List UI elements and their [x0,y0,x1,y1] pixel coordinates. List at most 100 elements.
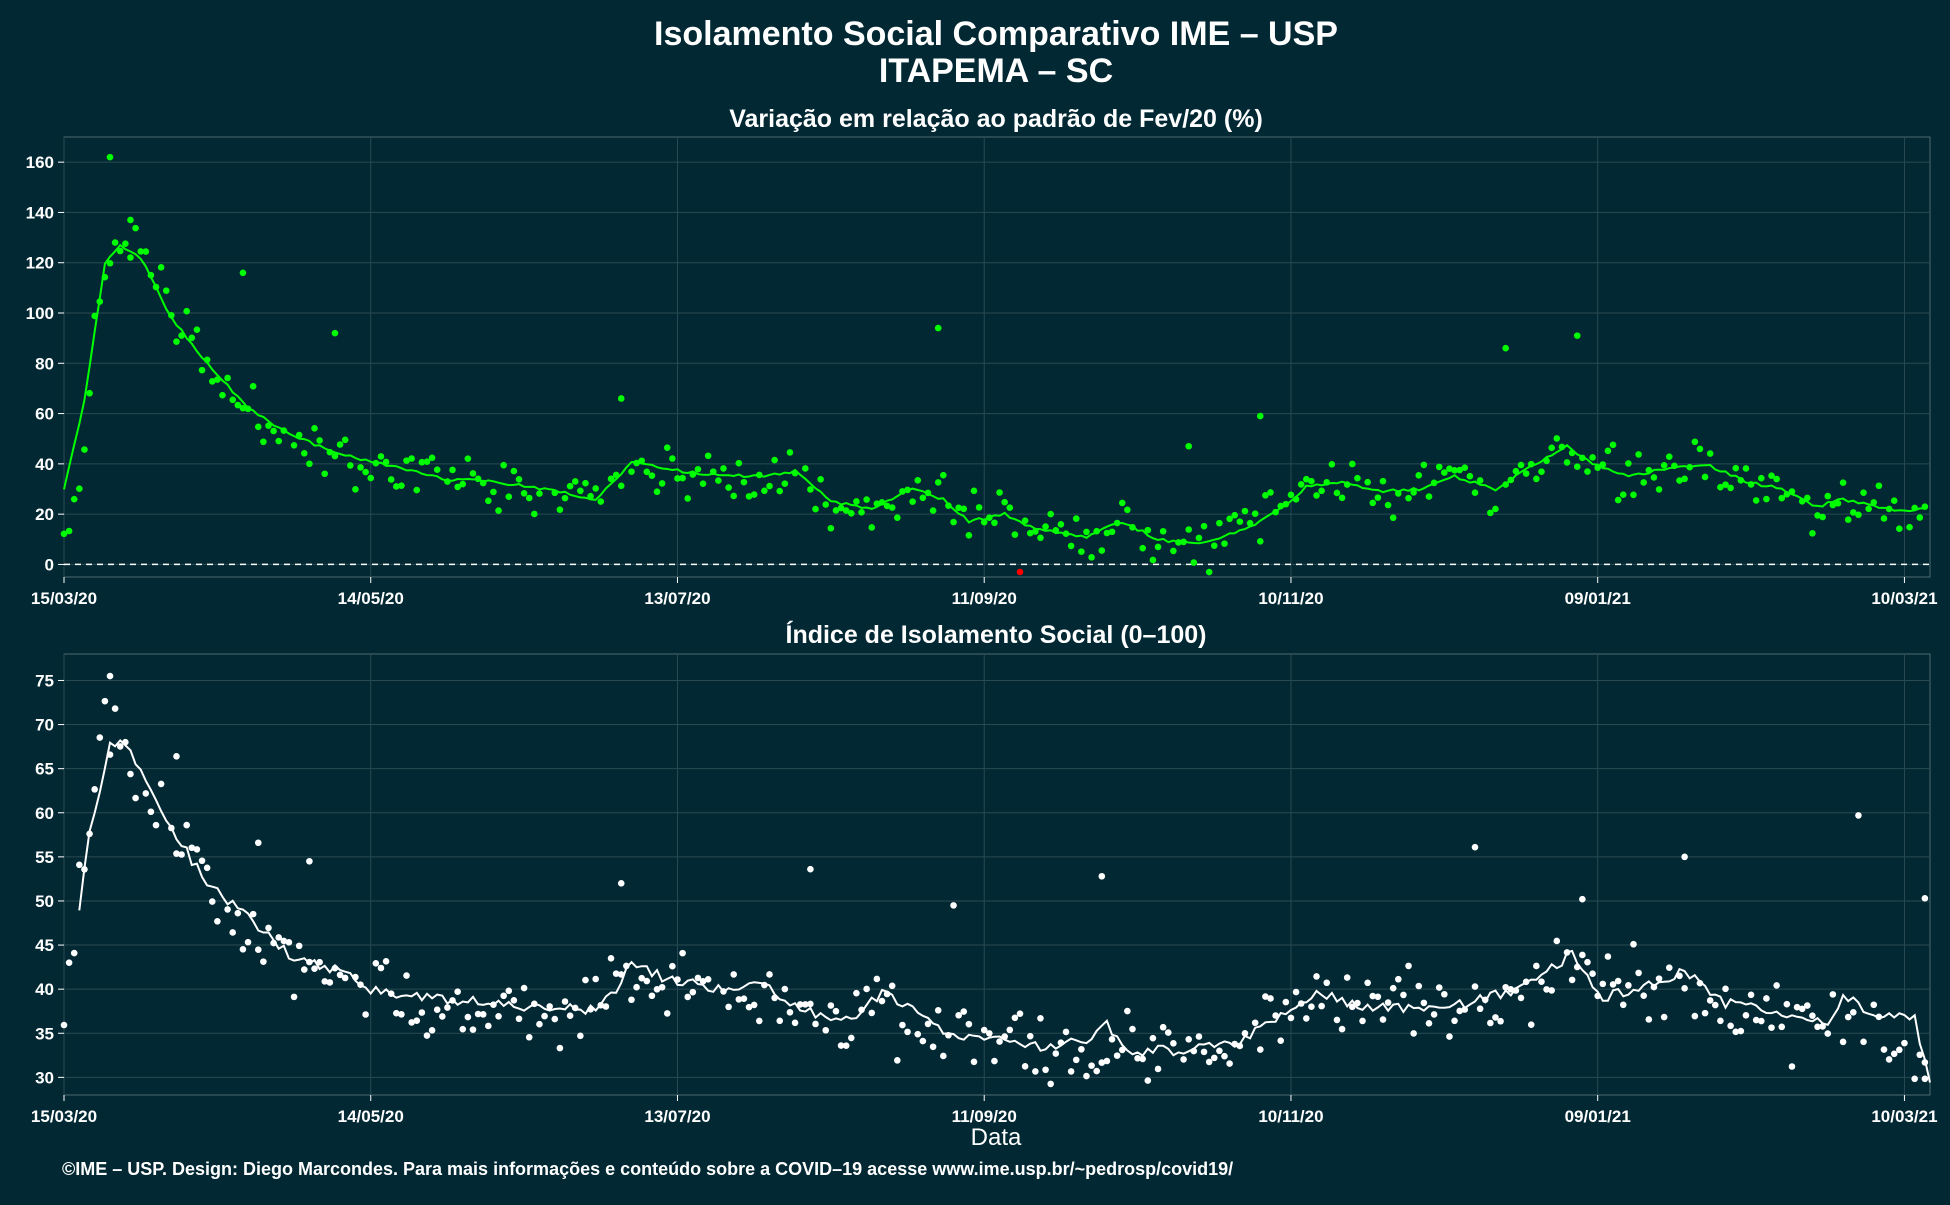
data-point [561,494,569,502]
x-tick-label: 11/09/20 [952,589,1017,608]
data-point [745,1003,753,1011]
data-point [1251,510,1259,517]
data-point [1410,1030,1417,1037]
y-tick-label: 0 [45,555,54,574]
data-point [1901,1039,1908,1047]
data-point [1369,992,1377,1000]
data-point [1757,1017,1765,1025]
data-point [577,1032,584,1040]
negative-data-point [1016,568,1024,576]
data-point [1359,1017,1366,1025]
data-point [382,958,390,965]
data-point [1722,481,1729,488]
data-point [1809,530,1816,537]
data-point [1037,1015,1044,1022]
y-tick-label: 120 [26,254,54,273]
chart-title: Isolamento Social Comparativo IME – USP [654,15,1338,53]
data-point [65,959,73,966]
data-point [1579,951,1586,959]
data-point [1400,991,1407,999]
data-point [1302,475,1310,483]
data-point [1042,1066,1049,1074]
data-point [980,518,988,526]
data-point [556,506,564,513]
data-point [1609,981,1617,988]
data-point [950,518,957,526]
data-point [1538,978,1545,986]
data-point [1916,514,1924,521]
data-point [495,1012,502,1020]
data-point [1563,459,1571,466]
data-point [1328,461,1336,468]
data-point [1778,494,1786,502]
data-point [602,1003,610,1010]
y-tick-label: 80 [35,354,54,373]
data-point [1517,994,1525,1002]
data-point [970,1058,978,1066]
data-point [116,247,124,255]
data-point [352,486,359,493]
data-point [1839,1038,1847,1046]
data-point [1318,1002,1325,1010]
y-tick-label: 40 [35,980,54,999]
x-tick-label: 15/03/20 [31,589,97,608]
x-tick-label: 10/03/21 [1871,1107,1937,1126]
data-point [1768,472,1775,479]
data-point [1241,1030,1249,1037]
moving-average-line [78,738,1931,1083]
data-point [1384,501,1392,509]
data-point [91,786,98,793]
data-point [1880,1046,1888,1053]
data-point [607,955,615,962]
data-point [653,985,661,993]
data-point [1829,991,1837,998]
data-point [1660,1013,1668,1021]
data-point [1599,980,1607,988]
data-point [1379,1016,1387,1023]
data-point [1021,1063,1029,1070]
data-point [1844,1013,1852,1021]
data-point [1170,1040,1177,1047]
data-point [193,846,201,853]
data-point [260,958,267,965]
data-point [1343,974,1351,981]
data-point [1144,1077,1152,1084]
data-point [1032,1068,1039,1075]
data-point [1374,993,1382,1001]
data-point [208,898,216,905]
data-point [1323,979,1331,987]
data-point [1236,518,1244,525]
data-point [219,391,226,399]
data-point [1824,1030,1832,1037]
data-point [1701,473,1709,481]
data-point [1533,962,1540,970]
data-point [208,378,216,385]
data-point [1308,477,1315,485]
data-point [229,929,237,936]
data-point [1226,1060,1233,1067]
data-point [909,498,916,505]
data-point [873,975,881,983]
data-point [904,1028,911,1036]
data-point [919,494,927,502]
data-point [127,770,134,778]
outlier-point [106,153,114,161]
data-point [479,1011,487,1018]
data-point [1543,986,1550,993]
data-point [132,794,139,802]
data-point [418,1009,426,1016]
data-point [1251,1019,1259,1027]
data-point [1737,1027,1745,1035]
data-point [735,996,743,1003]
data-point [1374,494,1382,501]
data-point [306,460,313,468]
data-point [1476,477,1484,484]
data-point [1676,477,1683,484]
data-point [894,514,901,522]
data-point [1553,937,1561,945]
data-point [96,734,104,741]
data-point [408,455,415,462]
data-point [837,1042,845,1049]
panel1-grid [63,137,1930,577]
